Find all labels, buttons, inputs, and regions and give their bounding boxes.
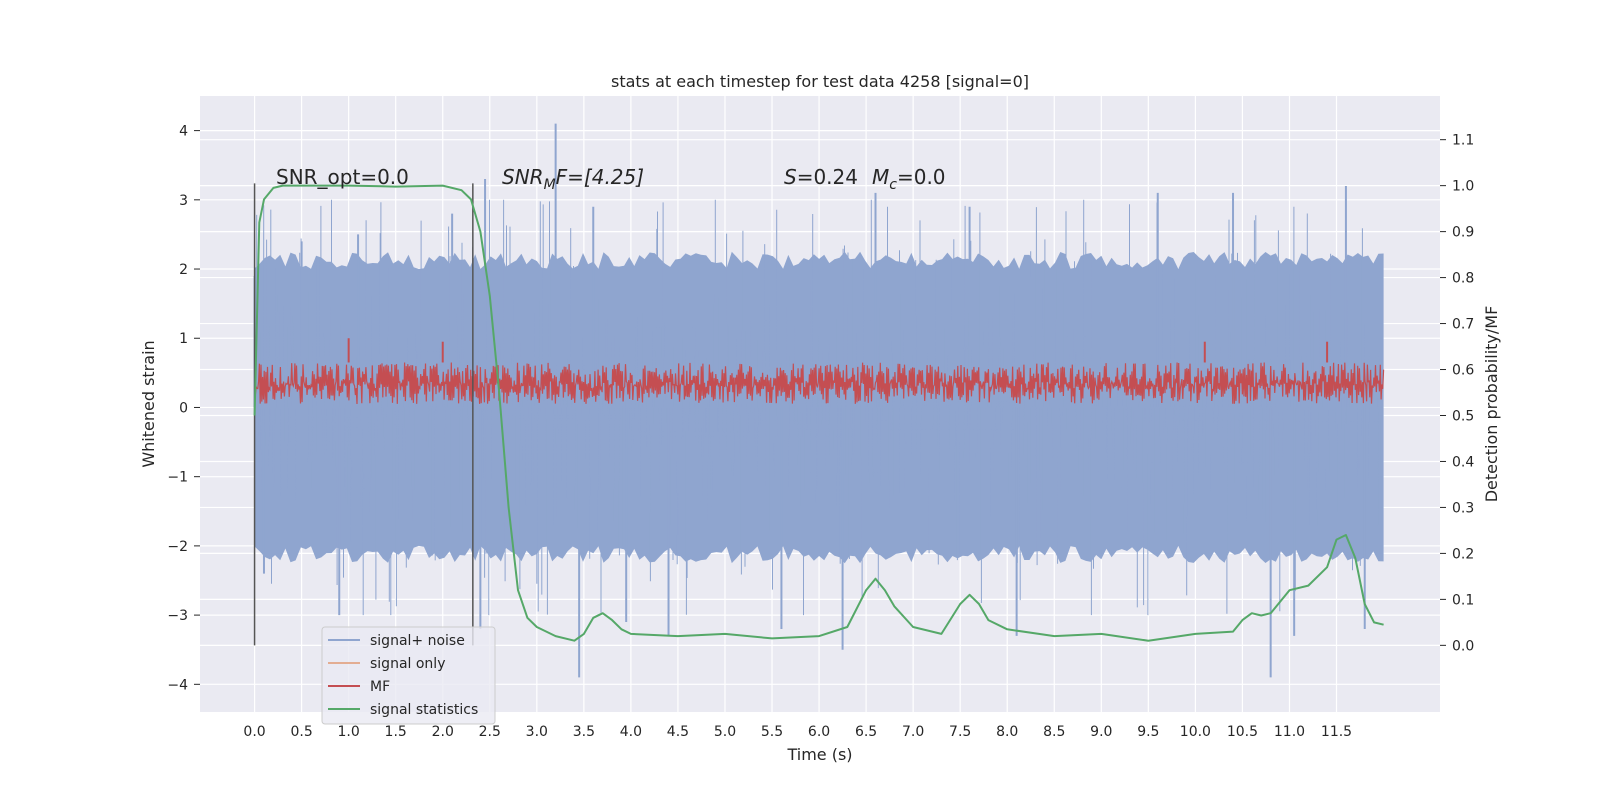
y-tick-label-7: −3 [167, 608, 188, 624]
x-tick-label-20: 10.0 [1180, 724, 1211, 740]
x-tick-label-23: 11.5 [1321, 724, 1352, 740]
y2-axis-label: Detection probability/MF [1482, 306, 1501, 503]
x-tick-label-12: 6.0 [808, 724, 830, 740]
annotation-m-var: M [872, 165, 889, 189]
x-tick-label-10: 5.0 [714, 724, 736, 740]
x-tick-label-21: 10.5 [1227, 724, 1258, 740]
x-tick-label-11: 5.5 [761, 724, 783, 740]
series-signal-statistics [253, 184, 1384, 642]
x-tick-label-17: 8.5 [1043, 724, 1065, 740]
x-tick-label-0: 0.0 [243, 724, 265, 740]
x-tick-label-2: 1.0 [338, 724, 360, 740]
x-axis-ticks: 0.0 0.5 1.0 1.5 2.0 2.5 3.0 3.5 4.0 4.5 5.0 5.5 6.0 6… [243, 724, 1352, 740]
x-tick-label-6: 3.0 [526, 724, 548, 740]
y2-tick-label-1: 1.0 [1452, 179, 1474, 195]
annotation-snr-mf-tail: F=[4.25] [556, 165, 644, 189]
y2-axis-ticks: 1.1 1.0 0.9 0.8 0.7 0.6 0.5 0.4 0.3 0.2 0.1 0.0 [1440, 133, 1474, 654]
noise-band [254, 251, 1384, 564]
y-tick-label-1: 3 [179, 193, 188, 209]
x-tick-label-13: 6.5 [855, 724, 877, 740]
series-mf [254, 338, 1385, 405]
y2-tick-label-5: 0.6 [1452, 363, 1474, 379]
x-tick-label-1: 0.5 [290, 724, 312, 740]
annotation-s-var: S [784, 165, 797, 189]
x-tick-label-7: 3.5 [573, 724, 595, 740]
y2-tick-label-4: 0.7 [1452, 317, 1474, 333]
chart-title: stats at each timestep for test data 425… [611, 72, 1029, 91]
legend-label-mf: MF [370, 679, 390, 695]
legend-label-signal-noise: signal+ noise [370, 633, 465, 649]
y-tick-label-5: −1 [167, 470, 188, 486]
signal-statistics-line [253, 184, 1384, 642]
y-tick-label-0: 4 [179, 124, 188, 140]
x-axis-label: Time (s) [786, 745, 852, 764]
legend-label-signal-statistics: signal statistics [370, 702, 478, 718]
x-tick-label-18: 9.0 [1090, 724, 1112, 740]
y-axis-ticks: 4 3 2 1 0 −1 −2 −3 −4 [167, 124, 200, 693]
annotation-snr-mf-var: SNR [502, 165, 544, 189]
y2-tick-label-6: 0.5 [1452, 408, 1474, 424]
y-tick-label-3: 1 [179, 331, 188, 347]
y2-tick-label-8: 0.3 [1452, 500, 1474, 516]
mf-trace [254, 362, 1385, 405]
annotation-snr-mf-sub: M [544, 177, 556, 193]
y-tick-label-6: −2 [167, 539, 188, 555]
annotation-s-val: =0.24 [797, 165, 858, 189]
annotation-m-sub: c [889, 177, 897, 193]
x-tick-label-8: 4.0 [620, 724, 642, 740]
annotation-m-val: =0.0 [897, 165, 946, 189]
annotation-snr-opt: SNR_opt=0.0 [276, 165, 409, 189]
x-tick-label-16: 8.0 [996, 724, 1018, 740]
x-tick-label-22: 11.0 [1274, 724, 1305, 740]
y2-tick-label-9: 0.2 [1452, 546, 1474, 562]
y2-tick-label-2: 0.9 [1452, 225, 1474, 241]
y2-tick-label-3: 0.8 [1452, 271, 1474, 287]
x-tick-label-14: 7.0 [902, 724, 924, 740]
legend-box [321, 626, 496, 725]
y2-tick-label-7: 0.4 [1452, 454, 1474, 470]
x-tick-label-4: 2.0 [432, 724, 454, 740]
x-tick-label-3: 1.5 [385, 724, 407, 740]
x-tick-label-19: 9.5 [1137, 724, 1159, 740]
annotation-s-mc: S=0.24 Mc=0.0 [784, 165, 946, 193]
annotation-snr-mf: SNRMF=[4.25] [502, 165, 644, 193]
series-signal-noise [253, 123, 1384, 678]
x-tick-label-9: 4.5 [667, 724, 689, 740]
x-tick-label-5: 2.5 [479, 724, 501, 740]
y-tick-label-8: −4 [167, 677, 188, 693]
legend: signal+ noise signal only MF signal stat… [321, 626, 496, 725]
y-axis-label: Whitened strain [139, 340, 158, 467]
legend-label-signal-only: signal only [370, 656, 445, 672]
y-tick-label-2: 2 [179, 262, 188, 278]
y2-tick-label-10: 0.1 [1452, 592, 1474, 608]
y-tick-label-4: 0 [179, 400, 188, 416]
x-tick-label-15: 7.5 [949, 724, 971, 740]
y2-tick-label-0: 1.1 [1452, 133, 1474, 149]
y2-tick-label-11: 0.0 [1452, 638, 1474, 654]
